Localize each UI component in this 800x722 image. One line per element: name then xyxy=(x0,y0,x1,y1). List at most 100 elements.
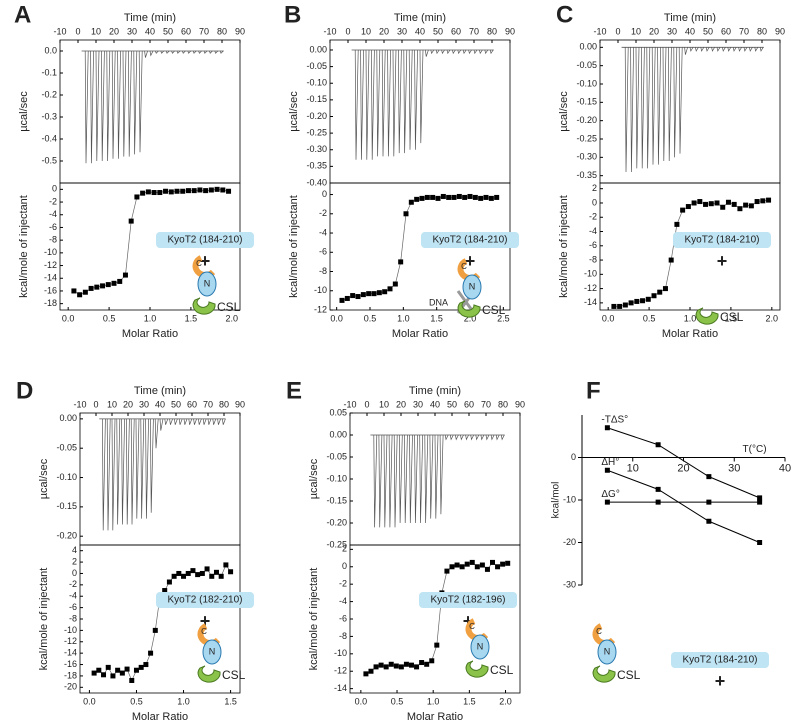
x-tick-label: 2.5 xyxy=(497,313,510,323)
injection-peak xyxy=(465,434,469,441)
x-axis-title: Molar Ratio xyxy=(407,711,463,722)
data-point xyxy=(191,188,197,194)
x-tick-label: 30 xyxy=(397,26,407,36)
data-point xyxy=(467,193,473,199)
injection-peak xyxy=(392,49,397,157)
injection-peak xyxy=(144,50,148,58)
data-point xyxy=(180,188,186,194)
x-tick-label: 2.0 xyxy=(499,696,512,706)
data-point xyxy=(218,573,224,579)
y-tick-label: -0.15 xyxy=(56,501,77,511)
data-point xyxy=(373,664,379,670)
x-tick-label: 1.0 xyxy=(397,313,410,323)
icon-label: N xyxy=(477,641,484,651)
injection-peak xyxy=(475,434,480,441)
x-tick-label: 60 xyxy=(464,399,474,409)
data-point xyxy=(350,293,356,299)
x-tick-label: 90 xyxy=(775,26,785,36)
x-tick-label: 20 xyxy=(123,399,133,409)
data-point xyxy=(339,297,345,303)
injection-peak xyxy=(403,49,408,154)
injection-peak xyxy=(424,434,429,524)
y-tick-label: -4 xyxy=(319,227,327,237)
injection-peak xyxy=(635,47,640,169)
injection-peak xyxy=(444,434,449,441)
y-tick-label: 0 xyxy=(72,568,77,578)
x-axis-title: Molar Ratio xyxy=(662,328,718,340)
data-point xyxy=(446,194,452,200)
x-tick-label: 10 xyxy=(379,399,389,409)
y-axis-title: kcal/mole of injectant xyxy=(18,195,30,298)
y-tick-label: -12 xyxy=(44,260,57,270)
data-point xyxy=(714,200,720,206)
injection-peak xyxy=(624,47,629,173)
point xyxy=(757,540,763,545)
icon-csl-domain xyxy=(592,665,616,683)
injection-peak xyxy=(662,47,667,162)
y-tick-label: -0.15 xyxy=(306,94,327,104)
y-tick-label: -16 xyxy=(44,285,57,295)
y-tick-label: -12 xyxy=(334,666,347,676)
x-tick-label: 0.0 xyxy=(330,313,343,323)
y-tick-label: -20 xyxy=(563,537,576,547)
x-tick-label: 80 xyxy=(487,26,497,36)
y-tick-label: -18 xyxy=(64,670,77,680)
x-tick-label: 30 xyxy=(127,26,137,36)
y-tick-label: 0.00 xyxy=(579,42,597,52)
data-point xyxy=(209,573,215,579)
injection-peak xyxy=(381,49,386,157)
data-point xyxy=(634,298,640,304)
panel-letter: D xyxy=(16,377,33,404)
injection-peak xyxy=(198,50,202,54)
data-point xyxy=(430,194,436,200)
data-point xyxy=(181,573,187,579)
point xyxy=(604,425,610,431)
data-point xyxy=(720,204,726,210)
injection-peak xyxy=(495,434,500,441)
y-tick-label: 0 xyxy=(52,184,57,194)
data-point xyxy=(748,203,754,209)
x-tick-label: 80 xyxy=(217,26,227,36)
data-point xyxy=(403,661,409,667)
label-box xyxy=(671,652,769,668)
y-tick-label: -2 xyxy=(319,208,327,218)
x-tick-label: 70 xyxy=(739,26,749,36)
icon-csl-domain xyxy=(197,665,221,683)
x-tick-label: 0 xyxy=(93,399,98,409)
x-tick-label: 1.0 xyxy=(144,313,157,323)
y-tick-label: 0 xyxy=(342,561,347,571)
y-tick-label: -10 xyxy=(334,648,347,658)
icon-label: CSL xyxy=(490,663,514,677)
label-box xyxy=(673,232,771,248)
injection-peak xyxy=(212,418,217,425)
x-tick-label: 1.5 xyxy=(430,313,443,323)
injection-peak xyxy=(192,50,197,54)
y-tick-label: -0.35 xyxy=(576,170,597,180)
y-axis-title: kcal/mole of injectant xyxy=(308,568,320,671)
injection-peak xyxy=(738,47,742,52)
data-point xyxy=(434,642,440,648)
injection-peak xyxy=(425,49,429,57)
data-point xyxy=(94,284,100,290)
injection-peak xyxy=(673,47,678,158)
injection-peak xyxy=(668,47,672,162)
data-point xyxy=(111,280,117,286)
icon-label: C xyxy=(596,627,602,636)
data-point xyxy=(176,570,182,576)
injection-peak xyxy=(182,50,186,54)
data-point xyxy=(138,664,144,670)
injection-peak xyxy=(178,418,183,425)
y-tick-label: -8 xyxy=(49,235,57,245)
y-tick-label: -0.30 xyxy=(576,152,597,162)
injection-peak xyxy=(160,50,165,54)
y-tick-label: 0.05 xyxy=(329,407,347,417)
y-tick-label: 2 xyxy=(342,544,347,554)
data-point xyxy=(472,194,478,200)
y-tick-label: -6 xyxy=(69,602,77,612)
y-tick-label: -0.2 xyxy=(41,89,57,99)
icon-csl-domain xyxy=(695,307,719,325)
data-point xyxy=(737,206,743,212)
injection-peak xyxy=(398,49,402,154)
x-tick-label: 20 xyxy=(649,26,659,36)
injection-peak xyxy=(490,434,495,441)
